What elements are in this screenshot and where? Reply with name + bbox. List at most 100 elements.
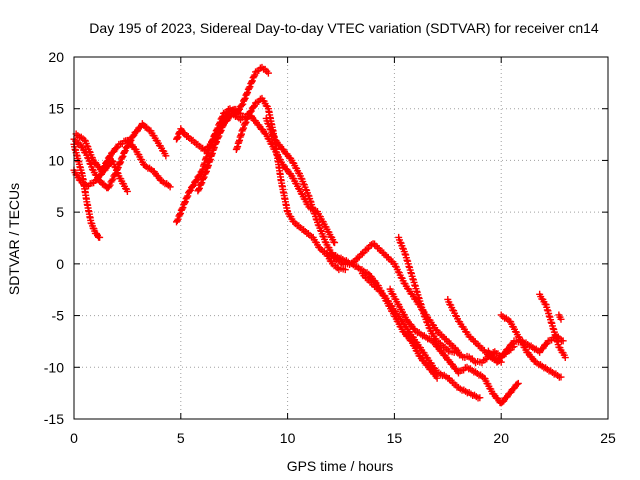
data-point: [242, 118, 250, 126]
data-point: [396, 238, 404, 246]
data-point: [192, 177, 200, 185]
x-axis-label: GPS time / hours: [287, 458, 394, 474]
data-point: [239, 100, 247, 108]
data-point: [111, 163, 119, 171]
data-point: [226, 113, 234, 121]
tick-labels: 0 5 10 15 20 25 -15 -10 -5 0 5 10 15 20: [44, 49, 616, 446]
y-axis-label: SDTVAR / TECUs: [6, 183, 22, 295]
data-point: [513, 380, 521, 388]
data-point: [216, 128, 224, 136]
data-point: [331, 239, 339, 247]
y-tick-label: 20: [48, 49, 64, 65]
data-point: [103, 158, 111, 166]
data-point: [166, 183, 174, 191]
data-point: [215, 132, 223, 140]
series-satellite-track-18: [555, 311, 565, 323]
data-point: [246, 83, 254, 91]
series-satellite-track-17: [444, 295, 505, 366]
data-point: [178, 205, 186, 213]
y-tick-label: -10: [44, 359, 64, 375]
data-point: [123, 143, 131, 151]
data-point: [162, 152, 170, 160]
data-point: [264, 69, 272, 77]
y-tick-label: 0: [56, 256, 64, 272]
data-point: [96, 171, 104, 179]
data-point: [106, 181, 114, 189]
series-satellite-track-6: [173, 63, 272, 154]
data-point: [243, 90, 251, 98]
data-point: [96, 233, 104, 241]
data-point: [509, 385, 517, 393]
data-point: [363, 245, 371, 253]
chart-title: Day 195 of 2023, Sidereal Day-to-day VTE…: [89, 20, 599, 36]
data-point: [116, 159, 124, 167]
series-satellite-track-13: [386, 285, 522, 407]
data-point: [557, 373, 565, 381]
data-point: [93, 176, 101, 184]
data-point: [241, 94, 249, 102]
grid-lines: [74, 57, 608, 419]
x-tick-label: 15: [387, 430, 403, 446]
data-point: [244, 114, 252, 122]
data-point: [174, 215, 182, 223]
data-point: [240, 124, 248, 132]
data-point: [214, 133, 222, 141]
data-point: [248, 77, 256, 85]
data-point: [561, 354, 569, 362]
data-point: [222, 117, 230, 125]
y-tick-label: -5: [52, 308, 65, 324]
data-point: [514, 379, 522, 387]
data-point: [241, 120, 249, 128]
data-point: [234, 106, 242, 114]
data-point: [176, 211, 184, 219]
data-point: [202, 169, 210, 177]
data-point: [238, 101, 246, 109]
data-point: [240, 96, 248, 104]
data-point: [508, 340, 516, 348]
data-point: [195, 184, 203, 192]
x-tick-label: 10: [280, 430, 296, 446]
data-point: [112, 144, 120, 152]
data-point: [181, 199, 189, 207]
data-point: [246, 108, 254, 116]
data-point: [559, 337, 567, 345]
y-tick-label: -15: [44, 411, 64, 427]
data-point: [129, 132, 137, 140]
data-point: [183, 193, 191, 201]
y-tick-label: 10: [48, 152, 64, 168]
data-point: [199, 174, 207, 182]
data-point: [195, 186, 203, 194]
data-point: [245, 84, 253, 92]
data-point: [184, 192, 192, 200]
data-point: [542, 340, 550, 348]
series-satellite-track-10: [326, 240, 462, 356]
data-point: [244, 112, 252, 120]
data-point: [217, 126, 225, 134]
data-point: [179, 204, 187, 212]
data-point: [497, 358, 505, 366]
series-satellite-track-16: [536, 290, 569, 362]
series-satellite-track-15: [497, 311, 565, 381]
data-point: [86, 160, 94, 168]
data-point: [538, 345, 546, 353]
x-tick-label: 25: [600, 430, 616, 446]
data-point: [109, 148, 117, 156]
data-point: [420, 312, 428, 320]
data-point: [249, 103, 257, 111]
y-tick-label: 15: [48, 101, 64, 117]
data-point: [341, 266, 349, 274]
data-point: [198, 179, 206, 187]
data-point: [108, 177, 116, 185]
data-point: [173, 134, 181, 142]
data-point: [498, 398, 506, 406]
data-point: [423, 318, 431, 326]
data-point: [105, 153, 113, 161]
y-tick-label: 5: [56, 204, 64, 220]
data-point: [354, 254, 362, 262]
data-point: [132, 128, 140, 136]
data-point: [117, 158, 125, 166]
data-point: [173, 217, 181, 225]
data-point: [349, 258, 357, 266]
data-point: [239, 125, 247, 133]
